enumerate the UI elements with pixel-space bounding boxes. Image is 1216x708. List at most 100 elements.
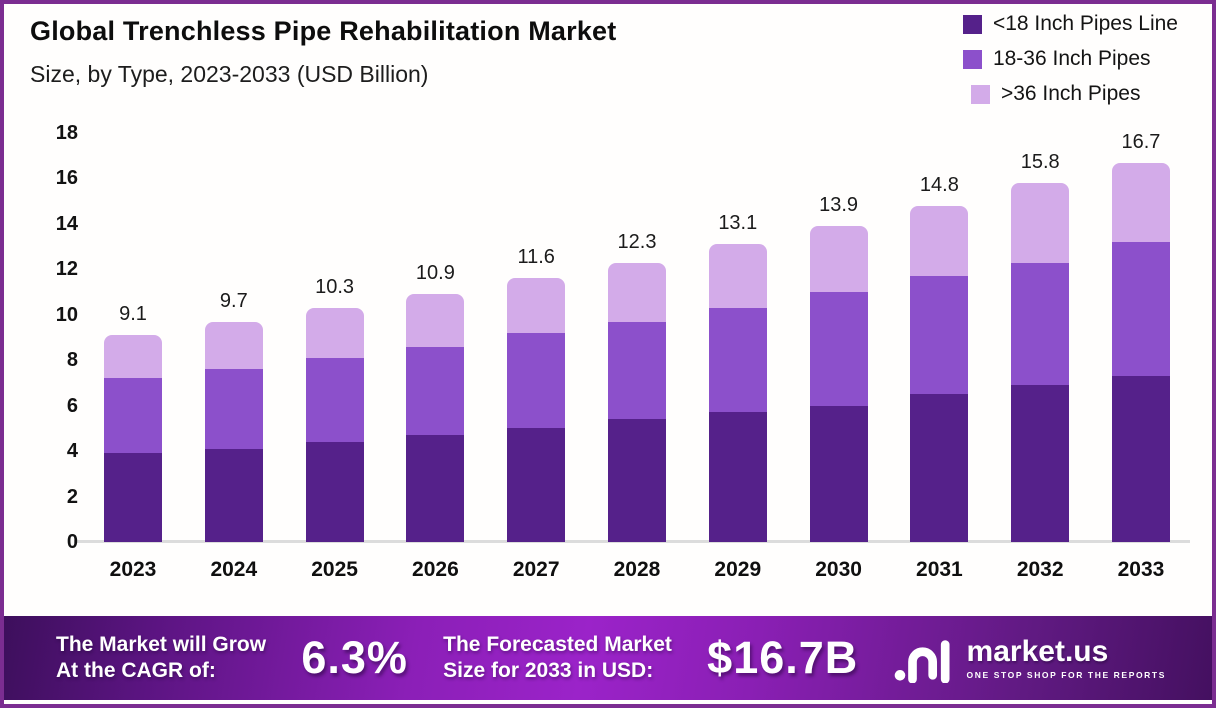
bar-stack-2029: 13.1 [708,212,767,542]
cagr-caption: The Market will Grow At the CAGR of: [56,632,266,685]
y-tick-0: 0 [66,531,78,553]
x-axis-labels: 2023 2024 2025 2026 2027 2028 2029 2030 2031 2032… [94,542,1184,582]
bar-segment-2023-series0 [104,453,162,542]
legend-item-18-36: 18-36 Inch Pipes [962,47,1178,71]
x-label-2028: 2028 [613,558,661,581]
bar-total-label-2025: 10.3 [315,275,355,298]
forecast-value: $16.7B [707,632,859,683]
bar-segment-2030-series1 [809,292,868,406]
bar-segment-2024-series1 [204,369,263,449]
legend-label-18-36: 18-36 Inch Pipes [992,47,1151,70]
bar-segment-2029-series0 [708,412,767,542]
logo-tagline: ONE STOP SHOP FOR THE REPORTS [966,669,1166,680]
bar-segment-2024-series0 [204,448,263,542]
chart-header: Global Trenchless Pipe Rehabilitation Ma… [30,16,616,88]
bar-segment-2031-series1 [910,276,969,395]
bar-2030: 13.9 [809,194,868,542]
bar-segment-2026-series2 [406,294,465,347]
marketus-logo-icon [894,640,950,683]
stacked-bar-chart: 0 2 4 6 8 10 12 14 16 18 9.1 9.7 10.3 10.9 11.6 12.3 13… [42,122,1190,582]
bar-total-label-2024: 9.7 [219,289,248,312]
bar-segment-2029-series1 [708,307,767,413]
bar-stack-2026: 10.9 [406,262,465,542]
legend-item-under18: <18 Inch Pipes Line [962,12,1178,36]
bar-segment-2033-series0 [1111,376,1170,542]
y-tick-18: 18 [55,122,78,144]
bar-total-label-2033: 16.7 [1121,130,1161,153]
y-tick-4: 4 [66,440,78,463]
bar-segment-2028-series1 [607,321,666,420]
legend-label-under18: <18 Inch Pipes Line [992,12,1178,35]
bar-2028: 12.3 [607,231,666,542]
legend-item-over36: >36 Inch Pipes [963,82,1178,106]
bar-segment-2032-series2 [1011,183,1070,263]
cagr-caption-line1: The Market will Grow [56,632,267,656]
bars-container: 9.1 9.7 10.3 10.9 11.6 12.3 13.1 13.9 14.8 15.8 16… [94,131,1184,542]
page-subtitle: Size, by Type, 2023-2033 (USD Billion) [30,61,429,87]
marketus-logo: market.us ONE STOP SHOP FOR THE REPORTS [894,633,1166,683]
bar-stack-2027: 11.6 [507,246,566,542]
bar-2026: 10.9 [406,262,465,542]
bar-2033: 16.7 [1111,131,1170,542]
bar-segment-2032-series0 [1011,385,1070,542]
plot-area: 0 2 4 6 8 10 12 14 16 18 9.1 9.7 10.3 10.9 11.6 12.3 13… [56,122,1190,553]
marketus-logo-text: market.us ONE STOP SHOP FOR THE REPORTS [966,636,1166,680]
x-label-2025: 2025 [311,558,358,581]
y-tick-6: 6 [66,394,78,417]
bar-segment-2031-series2 [910,205,969,277]
bar-2032: 15.8 [1011,151,1070,542]
bar-segment-2027-series0 [507,428,566,542]
y-tick-2: 2 [66,485,78,508]
bar-segment-2025-series1 [305,357,364,443]
bar-total-label-2028: 12.3 [617,230,657,253]
legend-label-over36: >36 Inch Pipes [1000,82,1141,105]
forecast-caption-line2: Size for 2033 in USD: [443,659,654,682]
bar-total-label-2031: 14.8 [919,173,959,196]
bar-segment-2029-series2 [708,244,767,308]
bar-2024: 9.7 [204,290,263,542]
x-label-2026: 2026 [412,558,459,581]
x-label-2023: 2023 [109,558,157,581]
forecast-caption-line1: The Forecasted Market [443,632,672,656]
bar-total-label-2027: 11.6 [517,246,555,269]
x-label-2027: 2027 [512,558,560,581]
chart-legend: <18 Inch Pipes Line 18-36 Inch Pipes >36… [962,12,1178,117]
bar-stack-2025: 10.3 [305,276,364,542]
cagr-value: 6.3% [301,632,408,683]
bar-total-label-2029: 13.1 [718,212,758,235]
bar-stack-2031: 14.8 [910,174,969,542]
bottom-banner: The Market will Grow At the CAGR of: 6.3… [4,616,1212,700]
bar-segment-2024-series2 [204,321,263,370]
legend-swatch-18-36-icon [962,49,982,69]
bar-2025: 10.3 [305,276,364,542]
x-label-2031: 2031 [916,558,963,581]
y-tick-12: 12 [55,258,78,281]
bar-segment-2033-series1 [1111,242,1170,377]
bar-segment-2028-series0 [607,419,666,542]
bar-total-label-2023: 9.1 [119,303,147,326]
y-tick-14: 14 [55,212,78,235]
x-label-2030: 2030 [815,558,862,581]
x-label-2024: 2024 [210,558,258,581]
legend-swatch-over36-icon [970,84,990,104]
bar-segment-2023-series1 [104,378,162,454]
bar-stack-2030: 13.9 [809,194,868,542]
y-tick-16: 16 [55,167,78,190]
x-label-2032: 2032 [1016,558,1064,581]
forecast-caption: The Forecasted Market Size for 2033 in U… [443,632,672,685]
bar-segment-2027-series2 [507,278,566,333]
bar-segment-2033-series2 [1111,162,1170,243]
legend-swatch-under18-icon [962,14,982,34]
bar-total-label-2030: 13.9 [819,194,859,217]
bar-segment-2032-series1 [1011,262,1070,386]
page-title: Global Trenchless Pipe Rehabilitation Ma… [30,16,617,46]
bar-stack-2028: 12.3 [607,231,666,542]
bar-2023: 9.1 [104,303,162,542]
bar-segment-2027-series1 [507,332,566,429]
bar-segment-2025-series0 [305,442,364,542]
bar-stack-2033: 16.7 [1111,131,1170,542]
y-tick-10: 10 [55,303,78,326]
bar-segment-2028-series2 [607,262,666,322]
bar-stack-2023: 9.1 [104,303,162,542]
